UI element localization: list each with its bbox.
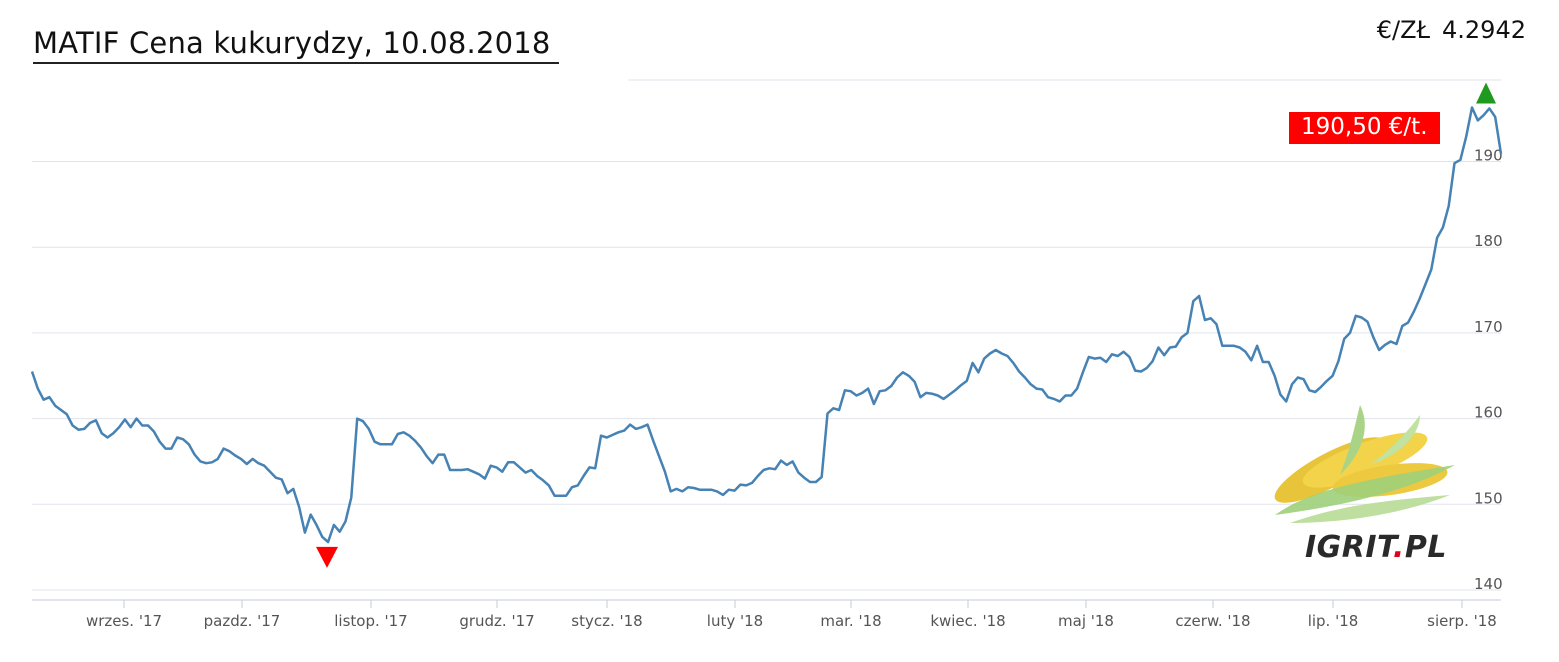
igrit-logo: IGRIT.PL (1305, 530, 1447, 565)
corn-icon (1274, 405, 1455, 523)
exchange-rate: €/ZŁ 4.2942 (1377, 16, 1526, 44)
x-tick-label: luty '18 (707, 612, 763, 630)
y-tick-label: 190 (1474, 147, 1503, 165)
exchange-rate-value: 4.2942 (1442, 16, 1526, 44)
exchange-rate-label: €/ZŁ (1376, 16, 1431, 44)
y-tick-label: 160 (1474, 404, 1503, 422)
x-tick-label: pazdz. '17 (204, 612, 281, 630)
min-price-marker (316, 546, 338, 568)
y-tick-label: 170 (1474, 318, 1503, 336)
x-tick-label: maj '18 (1058, 612, 1114, 630)
x-tick-label: stycz. '18 (571, 612, 642, 630)
x-tick-label: wrzes. '17 (86, 612, 162, 630)
current-price-badge: 190,50 €/t. (1289, 112, 1440, 144)
x-tick-label: grudz. '17 (459, 612, 534, 630)
logo-dot: . (1392, 530, 1405, 565)
y-tick-label: 180 (1474, 232, 1503, 250)
max-price-marker (1476, 82, 1496, 104)
price-series-line (30, 106, 1503, 544)
x-tick-label: sierp. '18 (1427, 612, 1497, 630)
x-tick-label: listop. '17 (334, 612, 407, 630)
chart-title: MATIF Cena kukurydzy, 10.08.2018 (33, 26, 559, 64)
logo-text-suffix: PL (1404, 530, 1447, 565)
x-tick-label: mar. '18 (820, 612, 881, 630)
x-tick-label: lip. '18 (1308, 612, 1359, 630)
x-tick-label: kwiec. '18 (930, 612, 1005, 630)
x-tick-label: czerw. '18 (1175, 612, 1250, 630)
logo-text-main: IGRIT (1305, 530, 1393, 565)
y-tick-label: 150 (1474, 489, 1503, 507)
y-tick-label: 140 (1474, 575, 1503, 593)
